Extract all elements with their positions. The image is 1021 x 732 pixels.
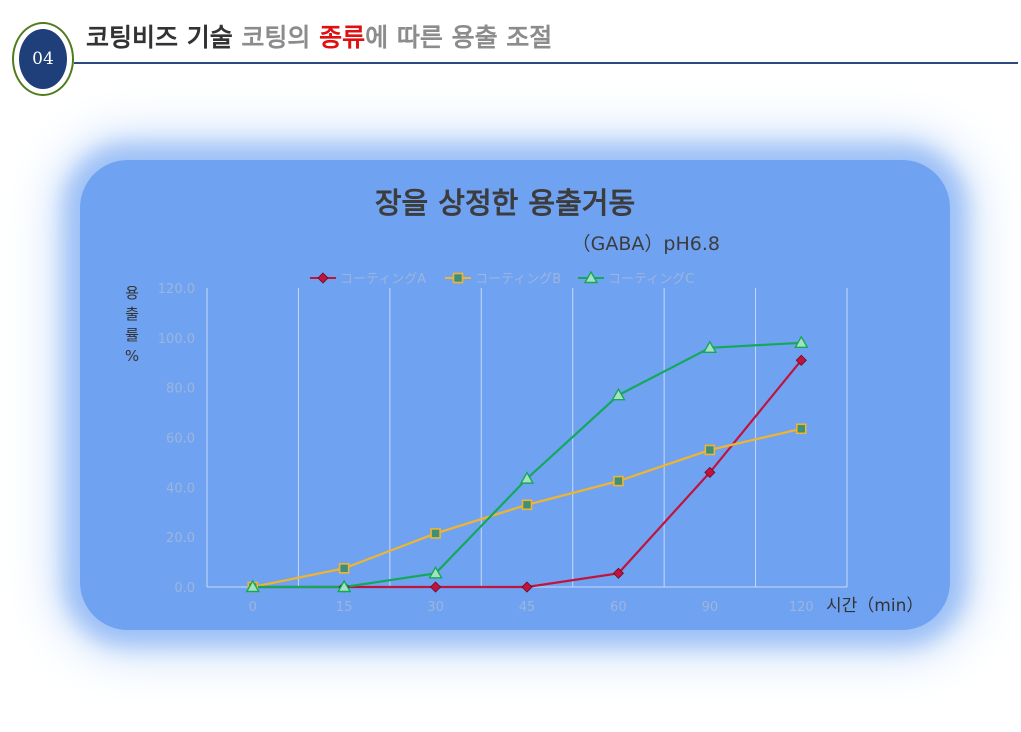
chart-title: 장을 상정한 용출거동 <box>375 186 635 220</box>
marker-diamond <box>521 581 533 593</box>
section-number: 04 <box>19 29 67 89</box>
legend-label: コーティングA <box>340 272 426 287</box>
marker-square <box>430 528 441 539</box>
title-part-1: 코팅비즈 기술 <box>86 23 242 52</box>
marker-triangle <box>245 579 260 593</box>
header-divider <box>74 62 1018 64</box>
x-tick-label: 15 <box>336 600 353 615</box>
marker-triangle <box>336 579 352 593</box>
y-tick-label: 120.0 <box>158 282 195 297</box>
section-badge: 04 <box>12 22 74 96</box>
title-part-3: 종류 <box>319 23 366 52</box>
marker-square <box>338 563 350 574</box>
marker-square <box>452 272 464 284</box>
marker-triangle <box>794 335 809 349</box>
marker-triangle <box>519 471 535 484</box>
y-tick-label: 100.0 <box>158 332 195 347</box>
marker-square <box>704 444 716 456</box>
x-tick-label: 120 <box>789 600 814 615</box>
title-part-4: 에 따른 용출 조절 <box>365 23 553 52</box>
x-tick-label: 0 <box>249 600 257 615</box>
x-tick-label: 60 <box>610 600 627 615</box>
marker-diamond <box>317 272 329 284</box>
y-tick-label: 60.0 <box>166 432 195 447</box>
marker-triangle <box>611 387 626 401</box>
chart-panel <box>80 160 950 630</box>
marker-diamond <box>795 354 807 366</box>
y-axis-label-char: 용 <box>125 284 139 302</box>
marker-triangle <box>702 340 718 353</box>
y-axis-label-char: 률 <box>125 326 139 344</box>
legend-label: コーティングB <box>475 272 561 287</box>
x-tick-label: 90 <box>702 600 719 615</box>
marker-triangle <box>583 270 599 284</box>
series-line-3 <box>252 341 802 589</box>
chart-subtitle: （GABA）pH6.8 <box>572 233 720 255</box>
y-tick-label: 0.0 <box>174 581 195 596</box>
y-tick-label: 20.0 <box>166 531 195 546</box>
legend-label: コーティングC <box>608 272 694 287</box>
page-title: 코팅비즈 기술 코팅의 종류에 따른 용출 조절 <box>86 18 552 54</box>
marker-square <box>521 499 533 511</box>
marker-square <box>613 475 624 487</box>
marker-diamond <box>430 581 442 593</box>
y-axis-label-char: % <box>125 347 139 365</box>
x-tick-label: 45 <box>519 600 536 615</box>
marker-square <box>795 423 807 435</box>
marker-diamond <box>704 466 716 478</box>
y-axis-label-char: 출 <box>125 305 139 323</box>
y-tick-label: 80.0 <box>166 382 195 397</box>
y-tick-label: 40.0 <box>166 481 195 496</box>
x-axis-label: 시간（min） <box>826 596 923 616</box>
marker-diamond <box>612 567 624 579</box>
title-part-2: 코팅의 <box>241 23 320 52</box>
marker-triangle <box>428 565 443 579</box>
x-tick-label: 30 <box>427 600 444 615</box>
